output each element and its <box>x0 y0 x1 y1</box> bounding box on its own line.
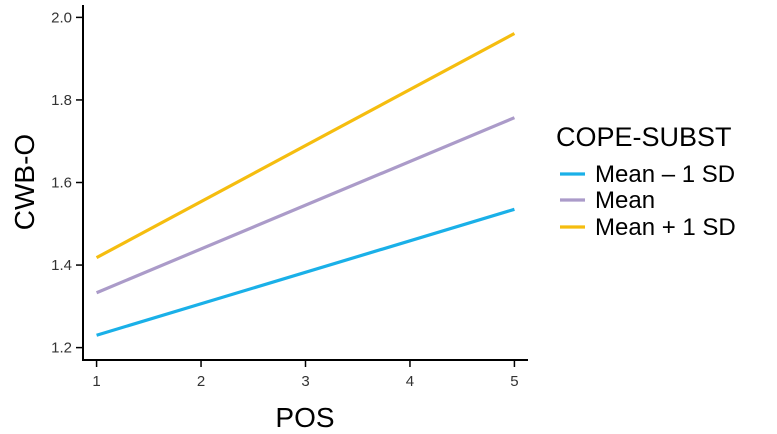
x-tick-label: 5 <box>510 373 518 390</box>
series-line-0 <box>96 207 515 337</box>
legend-label-1: Mean <box>595 187 655 214</box>
y-tick-label: 1.8 <box>51 92 72 109</box>
x-axis-title: POS <box>275 402 334 433</box>
x-tick-label: 1 <box>92 373 100 390</box>
legend-label-2: Mean + 1 SD <box>595 214 736 241</box>
series-line-2 <box>95 32 516 260</box>
y-axis-ticks: 1.2 1.4 1.6 1.8 2.0 <box>51 9 83 357</box>
x-tick-label: 4 <box>406 373 414 390</box>
y-tick-label: 1.6 <box>51 175 72 192</box>
series-layer <box>95 32 516 337</box>
y-tick-label: 2.0 <box>51 9 72 26</box>
series-line-1 <box>95 116 516 295</box>
y-tick-label: 1.2 <box>51 340 72 357</box>
y-axis-title: CWB-O <box>9 134 40 230</box>
legend-title: COPE-SUBST <box>556 122 732 152</box>
y-tick-label: 1.4 <box>51 257 72 274</box>
x-tick-label: 2 <box>197 373 205 390</box>
x-tick-label: 3 <box>301 373 309 390</box>
x-axis-ticks: 1 2 3 4 5 <box>92 360 519 390</box>
legend-label-0: Mean – 1 SD <box>595 161 735 188</box>
